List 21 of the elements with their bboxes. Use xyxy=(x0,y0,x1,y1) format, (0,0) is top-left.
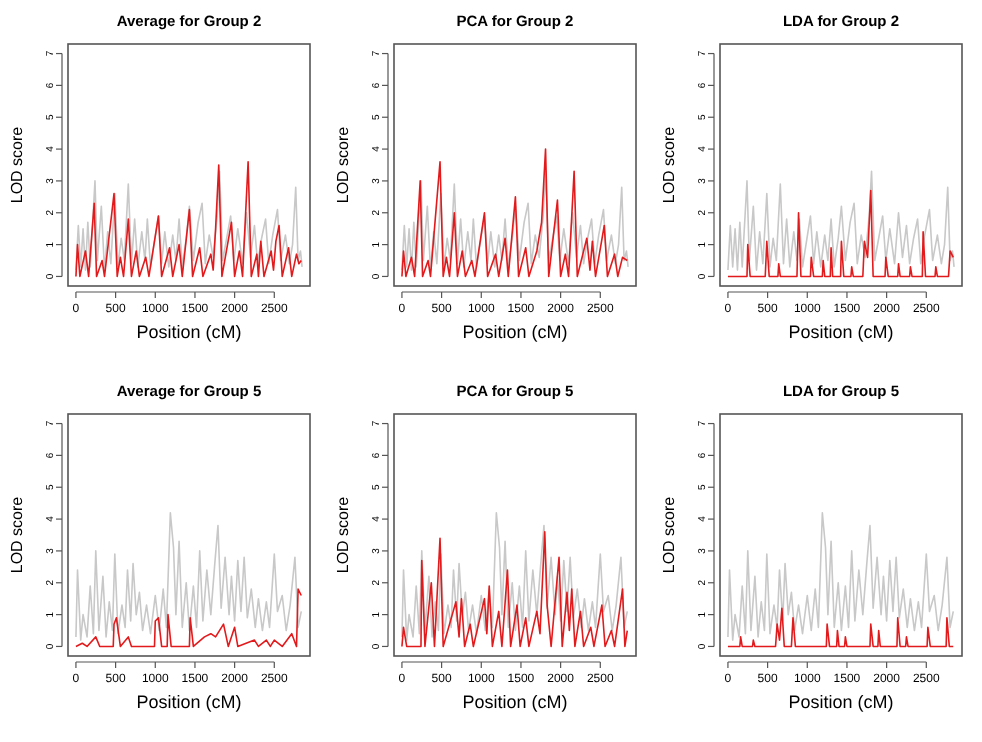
y-axis-title: LOD score xyxy=(334,125,352,204)
line-series xyxy=(401,148,629,278)
line-series xyxy=(727,189,955,278)
x-axis-title: Position (cM) xyxy=(462,692,568,712)
y-axis-title: LOD score xyxy=(660,495,678,574)
line-series xyxy=(75,588,303,648)
x-axis-title: Position (cM) xyxy=(788,322,894,342)
line-series xyxy=(401,531,629,648)
line-series xyxy=(401,511,629,641)
x-axis-title: Position (cM) xyxy=(788,692,894,712)
y-axis-title: LOD score xyxy=(8,125,26,204)
y-axis-title: LOD score xyxy=(8,495,26,574)
y-axis-title: LOD score xyxy=(334,495,352,574)
line-series xyxy=(727,607,955,648)
x-axis-title: Position (cM) xyxy=(136,322,242,342)
x-axis-title: Position (cM) xyxy=(136,692,242,712)
line-series xyxy=(727,511,955,641)
y-axis-title: LOD score xyxy=(660,125,678,204)
x-axis-title: Position (cM) xyxy=(462,322,568,342)
line-series xyxy=(75,511,303,641)
line-series xyxy=(727,170,955,271)
